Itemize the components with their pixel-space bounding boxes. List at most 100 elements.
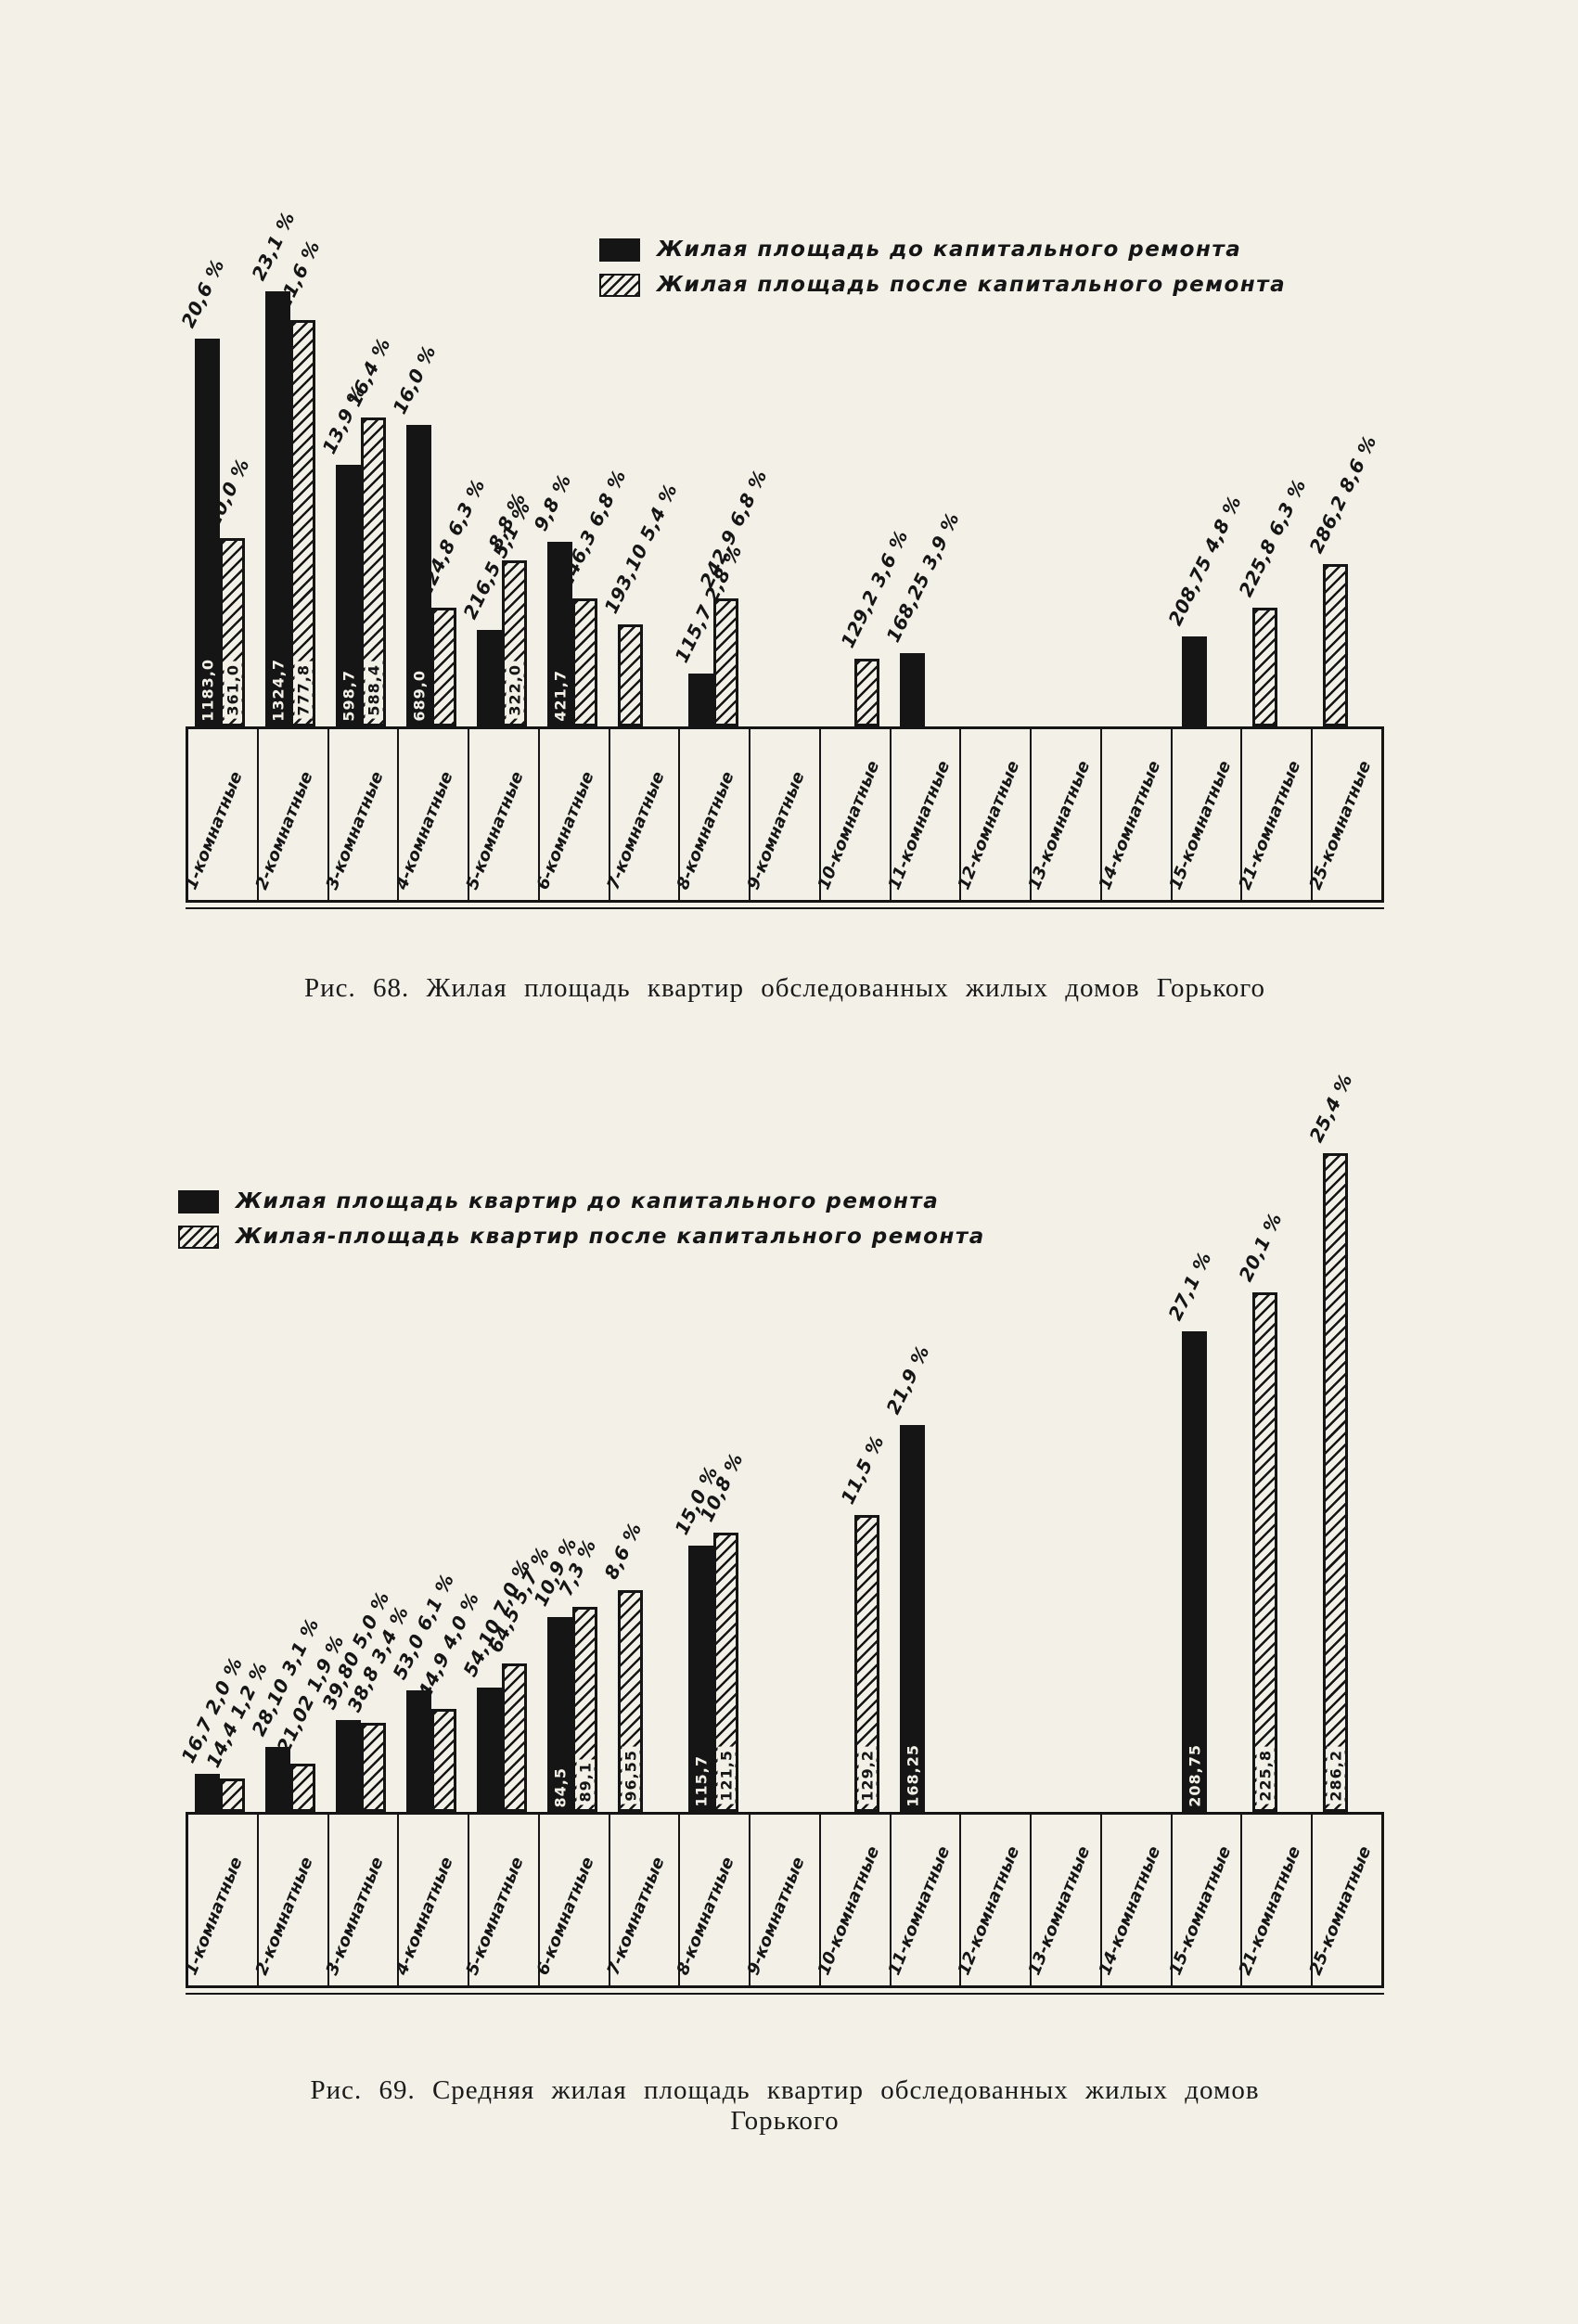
category-label: 5-комнатные [462,768,528,892]
bar-value-label: 361,0 [224,661,241,719]
bar-value-label: 1183,0 [199,659,216,722]
bar-top-label: 25,4 % [1304,1070,1357,1146]
chart-69-category-axis: 1-комнатные 2-комнатные 3-комнатные 4-комна… [182,1812,1384,1995]
bar-before-repair [406,1690,431,1812]
bar-top-label: 20,1 % [1234,1209,1287,1285]
category-cell: 6-комнатные [532,729,610,900]
category-label: 25-комнатные [1305,1843,1376,1978]
bar-value-label: 777,8 [294,661,312,719]
diagonal-hatch-swatch [178,1225,219,1249]
bar-after-repair [431,608,456,726]
bar-value-label: 322,0 [506,661,523,719]
bar-value-label: 689,0 [410,670,428,722]
bar-after-repair [502,1663,527,1812]
chart-69-plot: 16,7 2,0 % 14,4 1,2 % 28,10 3,1 % 21,02 1,9… [176,1070,1384,1995]
bar-before-repair: 598,7 [336,465,361,726]
category-label: 14-комнатные [1095,1843,1165,1978]
bar-before-repair [900,653,925,726]
category-cell: 3-комнатные [322,729,400,900]
bar-before-repair: 1324,7 [265,291,290,726]
category-cell: 2-комнатные [251,1815,329,1985]
bar-value-label: 168,25 [904,1744,921,1807]
bar-before-repair [195,1774,220,1812]
legend-item-after-repair: Жилая площадь после капитального ремонта [599,273,1286,297]
category-label: 9-комнатные [743,1854,809,1978]
category-cell: 4-комнатные [392,729,470,900]
chart-68-plot: 1183,0 20,6 % 361,0 10,0 % 1324,7 23,1 % 777,8… [176,208,1384,909]
bar-top-label: 11,5 % [836,1432,889,1508]
bar-before-repair: 689,0 [406,425,431,726]
category-label: 12-комнатные [954,1843,1024,1978]
category-cell: 13-комнатные [1025,729,1102,900]
bar-top-label: 20,6 % [176,255,229,331]
category-cell: 6-комнатные [532,1815,610,1985]
category-label: 1-комнатные [181,1854,247,1978]
bar-after-repair [854,659,879,726]
category-cell: 21-комнатные [1236,729,1314,900]
bar-top-label: 208,75 4,8 % [1163,492,1246,629]
legend-label-after-repair: Жилая-площадь квартир после капитального… [236,1225,985,1249]
category-label: 6-комнатные [532,1854,598,1978]
bar-before-repair [477,1688,502,1812]
category-cell: 10-комнатные [814,729,892,900]
category-cell: 8-комнатные [674,729,751,900]
category-cell: 7-комнатные [603,1815,681,1985]
category-cell: 3-комнатные [322,1815,400,1985]
category-cell: 14-комнатные [1095,729,1173,900]
bar-after-repair: 89,1 [572,1607,597,1812]
bar-after-repair: 129,2 [854,1515,879,1812]
bar-before-repair: 208,75 [1182,1331,1207,1812]
category-label: 14-комнатные [1095,758,1165,892]
category-cell: 14-комнатные [1095,1815,1173,1985]
bar-top-label: 286,2 8,6 % [1304,431,1381,557]
figure-68-legend: Жилая площадь до капитального ремонта Жи… [599,238,1286,297]
category-label: 7-комнатные [603,1854,669,1978]
solid-black-swatch [178,1189,219,1213]
bar-value-label: 286,2 [1327,1747,1344,1804]
bar-value-label: 421,7 [551,670,569,722]
bar-before-repair [265,1747,290,1812]
category-label: 4-комнатные [391,1854,457,1978]
category-label: 12-комнатные [954,758,1024,892]
bar-before-repair [336,1720,361,1812]
category-label: 13-комнатные [1024,1843,1095,1978]
bar-value-label: 115,7 [692,1755,710,1807]
bar-value-label: 588,4 [365,661,382,719]
bar-after-repair: 286,2 [1323,1153,1348,1812]
bar-before-repair: 84,5 [547,1617,572,1812]
category-cell: 4-комнатные [392,1815,470,1985]
category-cell: 11-комнатные [884,729,962,900]
chart-68-bars-area: 1183,0 20,6 % 361,0 10,0 % 1324,7 23,1 % 777,8… [176,208,1384,726]
bar-after-repair: 322,0 [502,560,527,726]
bar-after-repair [361,1723,386,1812]
bar-after-repair [713,598,738,726]
category-cell: 1-комнатные [182,729,259,900]
bar-top-label: 9,8 % [529,470,576,534]
category-label: 3-комнатные [322,1854,388,1978]
category-label: 9-комнатные [743,768,809,892]
chart-69-bars-area: 16,7 2,0 % 14,4 1,2 % 28,10 3,1 % 21,02 1,9… [176,1070,1384,1812]
bar-top-label: 225,8 6,3 % [1234,475,1311,600]
category-label: 11-комнатные [884,758,955,892]
category-label: 6-комнатные [532,768,598,892]
bar-top-label: 27,1 % [1163,1248,1216,1324]
diagonal-hatch-swatch [599,273,640,297]
category-label: 8-комнатные [673,1854,739,1978]
bar-after-repair: 777,8 [290,320,315,726]
category-label: 15-комнатные [1165,1843,1236,1978]
category-cell: 9-комнатные [744,729,821,900]
category-cell: 15-комнатные [1165,729,1243,900]
bar-after-repair: 96,55 [618,1590,643,1812]
figure-68-caption: Рис. 68. Жилая площадь квартир обследова… [304,973,1265,1003]
category-label: 13-комнатные [1024,758,1095,892]
bar-after-repair: 121,5 [713,1533,738,1812]
category-cell: 15-комнатные [1165,1815,1243,1985]
bar-after-repair [1323,564,1348,726]
bar-after-repair [220,1778,245,1812]
category-cell: 21-комнатные [1236,1815,1314,1985]
solid-black-swatch [599,238,640,262]
category-cell: 5-комнатные [463,729,540,900]
bar-after-repair [1252,608,1277,726]
category-label: 21-комнатные [1236,758,1305,892]
